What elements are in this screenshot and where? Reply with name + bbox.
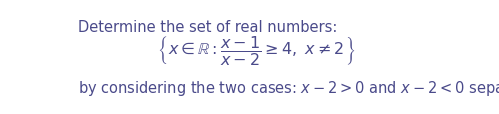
Text: by considering the two cases: $x - 2 > 0$ and $x - 2 < 0$ separately.: by considering the two cases: $x - 2 > 0… — [78, 78, 499, 97]
Text: $\left\{x \in \mathbb{R}: \dfrac{x-1}{x-2} \geq 4,\ x \neq 2\right\}$: $\left\{x \in \mathbb{R}: \dfrac{x-1}{x-… — [157, 34, 355, 67]
Text: Determine the set of real numbers:: Determine the set of real numbers: — [78, 20, 337, 35]
